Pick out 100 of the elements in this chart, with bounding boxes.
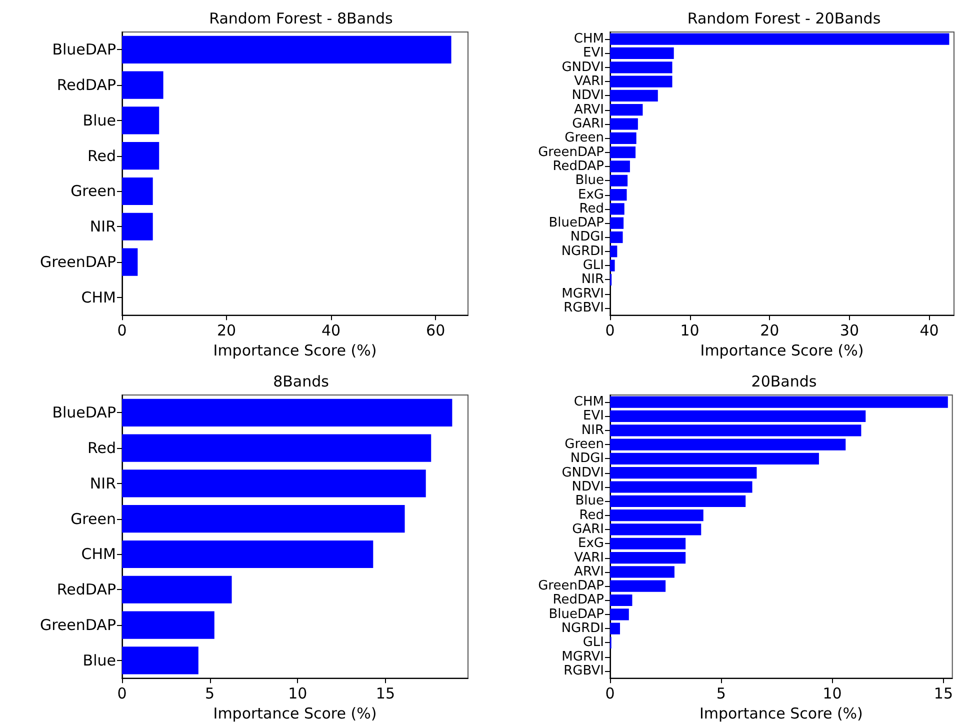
y-tick-label: GARI: [572, 522, 604, 537]
bar: [610, 438, 846, 450]
bar: [122, 398, 452, 426]
x-tick-label: 10: [680, 322, 700, 340]
x-tick-label: 15: [934, 684, 954, 703]
y-tick-label: NDVI: [572, 480, 604, 495]
y-tick-label: ExG: [578, 536, 604, 552]
bar: [610, 510, 704, 522]
chart-title: 20Bands: [751, 372, 817, 390]
chart-title: 8Bands: [273, 372, 330, 390]
y-tick-label: BlueDAP: [52, 404, 116, 422]
bar: [122, 470, 426, 498]
bar: [122, 177, 153, 206]
bar: [122, 71, 164, 99]
y-tick-label: VARI: [574, 550, 604, 566]
y-tick-label: BlueDAP: [52, 40, 116, 59]
bar: [122, 142, 160, 170]
y-tick-label: RedDAP: [56, 580, 116, 599]
bar: [610, 174, 628, 186]
bar: [610, 396, 948, 408]
y-tick-label: MGRVI: [562, 649, 604, 664]
bar: [610, 552, 686, 564]
y-tick-label: RGBVI: [564, 300, 604, 316]
y-tick-label: GreenDAP: [538, 144, 604, 160]
y-tick-label: CHM: [574, 394, 604, 410]
y-tick-label: GLI: [582, 258, 604, 274]
y-tick-label: NIR: [581, 422, 604, 438]
y-tick-label: Red: [88, 439, 116, 458]
y-tick-label: MGRVI: [562, 286, 604, 302]
y-tick-label: RGBVI: [564, 664, 604, 679]
y-tick-label: CHM: [81, 288, 116, 306]
y-tick-label: EVI: [583, 408, 604, 424]
x-axis-title: Importance Score (%): [700, 342, 864, 360]
bar: [122, 248, 138, 276]
y-tick-label: RedDAP: [56, 76, 116, 94]
bar: [610, 118, 638, 130]
bar: [122, 505, 405, 533]
y-tick-label: Blue: [82, 651, 116, 670]
y-tick-label: ARVI: [574, 564, 604, 580]
y-tick-label: NDGI: [570, 451, 604, 466]
y-tick-label: EVI: [583, 46, 604, 61]
x-tick-label: 30: [840, 322, 859, 340]
y-tick-label: GreenDAP: [40, 616, 116, 634]
x-tick-label: 40: [322, 322, 341, 340]
y-tick-label: Red: [579, 201, 604, 216]
y-tick-label: GNDVI: [562, 465, 604, 480]
bar: [610, 90, 658, 102]
bar: [610, 495, 746, 507]
y-tick-label: Blue: [575, 494, 604, 509]
y-tick-label: VARI: [574, 74, 604, 90]
x-tick-label: 15: [376, 684, 395, 703]
y-tick-label: BlueDAP: [548, 606, 604, 622]
x-tick-label: 10: [288, 684, 308, 703]
bar: [610, 538, 686, 550]
x-tick-label: 0: [605, 684, 615, 703]
x-tick-label: 40: [920, 322, 939, 340]
bar: [610, 47, 674, 60]
y-tick-label: NIR: [90, 218, 116, 236]
bar: [610, 76, 672, 88]
y-tick-label: Green: [564, 130, 604, 146]
y-tick-label: ARVI: [574, 102, 604, 118]
x-tick-label: 0: [117, 684, 127, 703]
bar: [610, 146, 636, 158]
y-tick-label: Red: [579, 508, 604, 523]
bar: [610, 160, 630, 172]
x-tick-label: 20: [216, 322, 236, 340]
bar: [610, 481, 752, 493]
y-tick-label: CHM: [81, 545, 116, 564]
y-tick-label: NGRDI: [561, 244, 604, 259]
bar: [610, 594, 632, 606]
chart-title: Random Forest - 20Bands: [687, 10, 881, 28]
bar: [122, 576, 232, 604]
bar: [610, 104, 643, 116]
y-tick-label: Blue: [82, 111, 116, 130]
bar: [610, 622, 620, 634]
y-tick-label: NDVI: [572, 88, 604, 104]
bar: [610, 580, 666, 592]
y-tick-label: ExG: [578, 187, 604, 202]
bar: [610, 246, 618, 258]
bar: [610, 203, 624, 215]
y-tick-label: Green: [70, 510, 116, 528]
chart-title: Random Forest - 8Bands: [209, 10, 394, 28]
x-axis-title: Importance Score (%): [213, 342, 377, 360]
bar: [610, 524, 702, 536]
y-tick-label: RedDAP: [552, 158, 604, 174]
x-axis-title: Importance Score (%): [699, 704, 863, 722]
y-tick-label: NGRDI: [561, 621, 604, 636]
bar: [610, 410, 866, 422]
y-tick-label: GreenDAP: [40, 253, 116, 272]
bar: [122, 540, 374, 568]
x-tick-label: 20: [760, 322, 780, 340]
y-tick-label: NDGI: [570, 230, 604, 245]
y-tick-label: Red: [88, 146, 116, 165]
bar: [122, 212, 153, 240]
x-tick-label: 5: [205, 684, 215, 703]
y-tick-label: GLI: [582, 635, 604, 650]
bar: [610, 566, 674, 578]
y-tick-label: RedDAP: [552, 592, 604, 608]
bar: [610, 132, 636, 144]
x-tick-label: 10: [822, 684, 842, 703]
